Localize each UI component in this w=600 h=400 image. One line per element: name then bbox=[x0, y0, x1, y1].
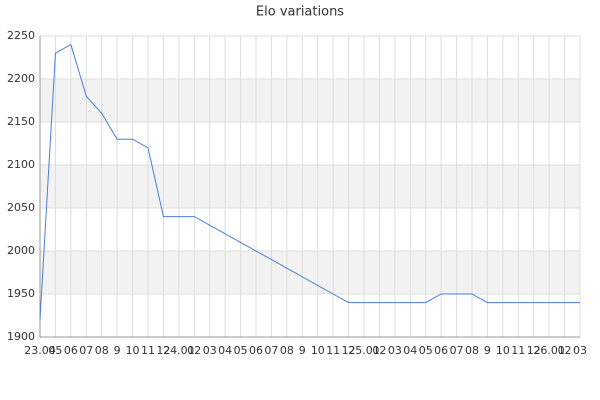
y-tick-label: 2200 bbox=[7, 72, 35, 85]
x-tick-label: 26.01 bbox=[533, 344, 565, 357]
x-tick-label: 03 bbox=[573, 344, 587, 357]
x-tick-label: 07 bbox=[450, 344, 464, 357]
x-tick-label: 02 bbox=[187, 344, 201, 357]
x-tick-label: 08 bbox=[280, 344, 294, 357]
y-tick-label: 2050 bbox=[7, 201, 35, 214]
x-tick-label: 03 bbox=[203, 344, 217, 357]
x-tick-label: 10 bbox=[496, 344, 510, 357]
x-tick-label: 05 bbox=[419, 344, 433, 357]
x-tick-label: 11 bbox=[326, 344, 340, 357]
x-tick-label: 11 bbox=[141, 344, 155, 357]
x-tick-label: 12 bbox=[342, 344, 356, 357]
x-tick-label: 05 bbox=[234, 344, 248, 357]
x-tick-label: 06 bbox=[434, 344, 448, 357]
x-tick-label: 06 bbox=[64, 344, 78, 357]
x-tick-label: 12 bbox=[527, 344, 541, 357]
x-tick-label: 07 bbox=[79, 344, 93, 357]
x-tick-label: 02 bbox=[558, 344, 572, 357]
y-tick-label: 2150 bbox=[7, 115, 35, 128]
x-tick-label: 24.01 bbox=[163, 344, 195, 357]
x-tick-label: 9 bbox=[114, 344, 121, 357]
x-tick-label: 02 bbox=[372, 344, 386, 357]
x-tick-label: 10 bbox=[126, 344, 140, 357]
chart-title: Elo variations bbox=[256, 5, 344, 20]
x-tick-label: 08 bbox=[465, 344, 479, 357]
x-tick-label: 25.01 bbox=[348, 344, 380, 357]
x-tick-label: 11 bbox=[511, 344, 525, 357]
y-tick-label: 2000 bbox=[7, 244, 35, 257]
grid-band bbox=[40, 251, 580, 294]
x-tick-label: 12 bbox=[156, 344, 170, 357]
x-tick-label: 06 bbox=[249, 344, 263, 357]
x-tick-label: 04 bbox=[403, 344, 417, 357]
x-tick-label: 9 bbox=[484, 344, 491, 357]
grid-band bbox=[40, 165, 580, 208]
x-tick-label: 9 bbox=[299, 344, 306, 357]
x-tick-label: 10 bbox=[311, 344, 325, 357]
x-tick-label: 04 bbox=[218, 344, 232, 357]
x-tick-label: 05 bbox=[48, 344, 62, 357]
x-tick-label: 23.04 bbox=[24, 344, 56, 357]
data-line bbox=[39, 43, 580, 320]
y-tick-label: 2250 bbox=[7, 29, 35, 42]
x-tick-label: 03 bbox=[388, 344, 402, 357]
x-tick-label: 08 bbox=[95, 344, 109, 357]
y-tick-label: 1900 bbox=[7, 330, 35, 343]
y-tick-label: 2100 bbox=[7, 158, 35, 171]
x-tick-label: 07 bbox=[264, 344, 278, 357]
y-tick-label: 1950 bbox=[7, 287, 35, 300]
grid-band bbox=[40, 79, 580, 122]
